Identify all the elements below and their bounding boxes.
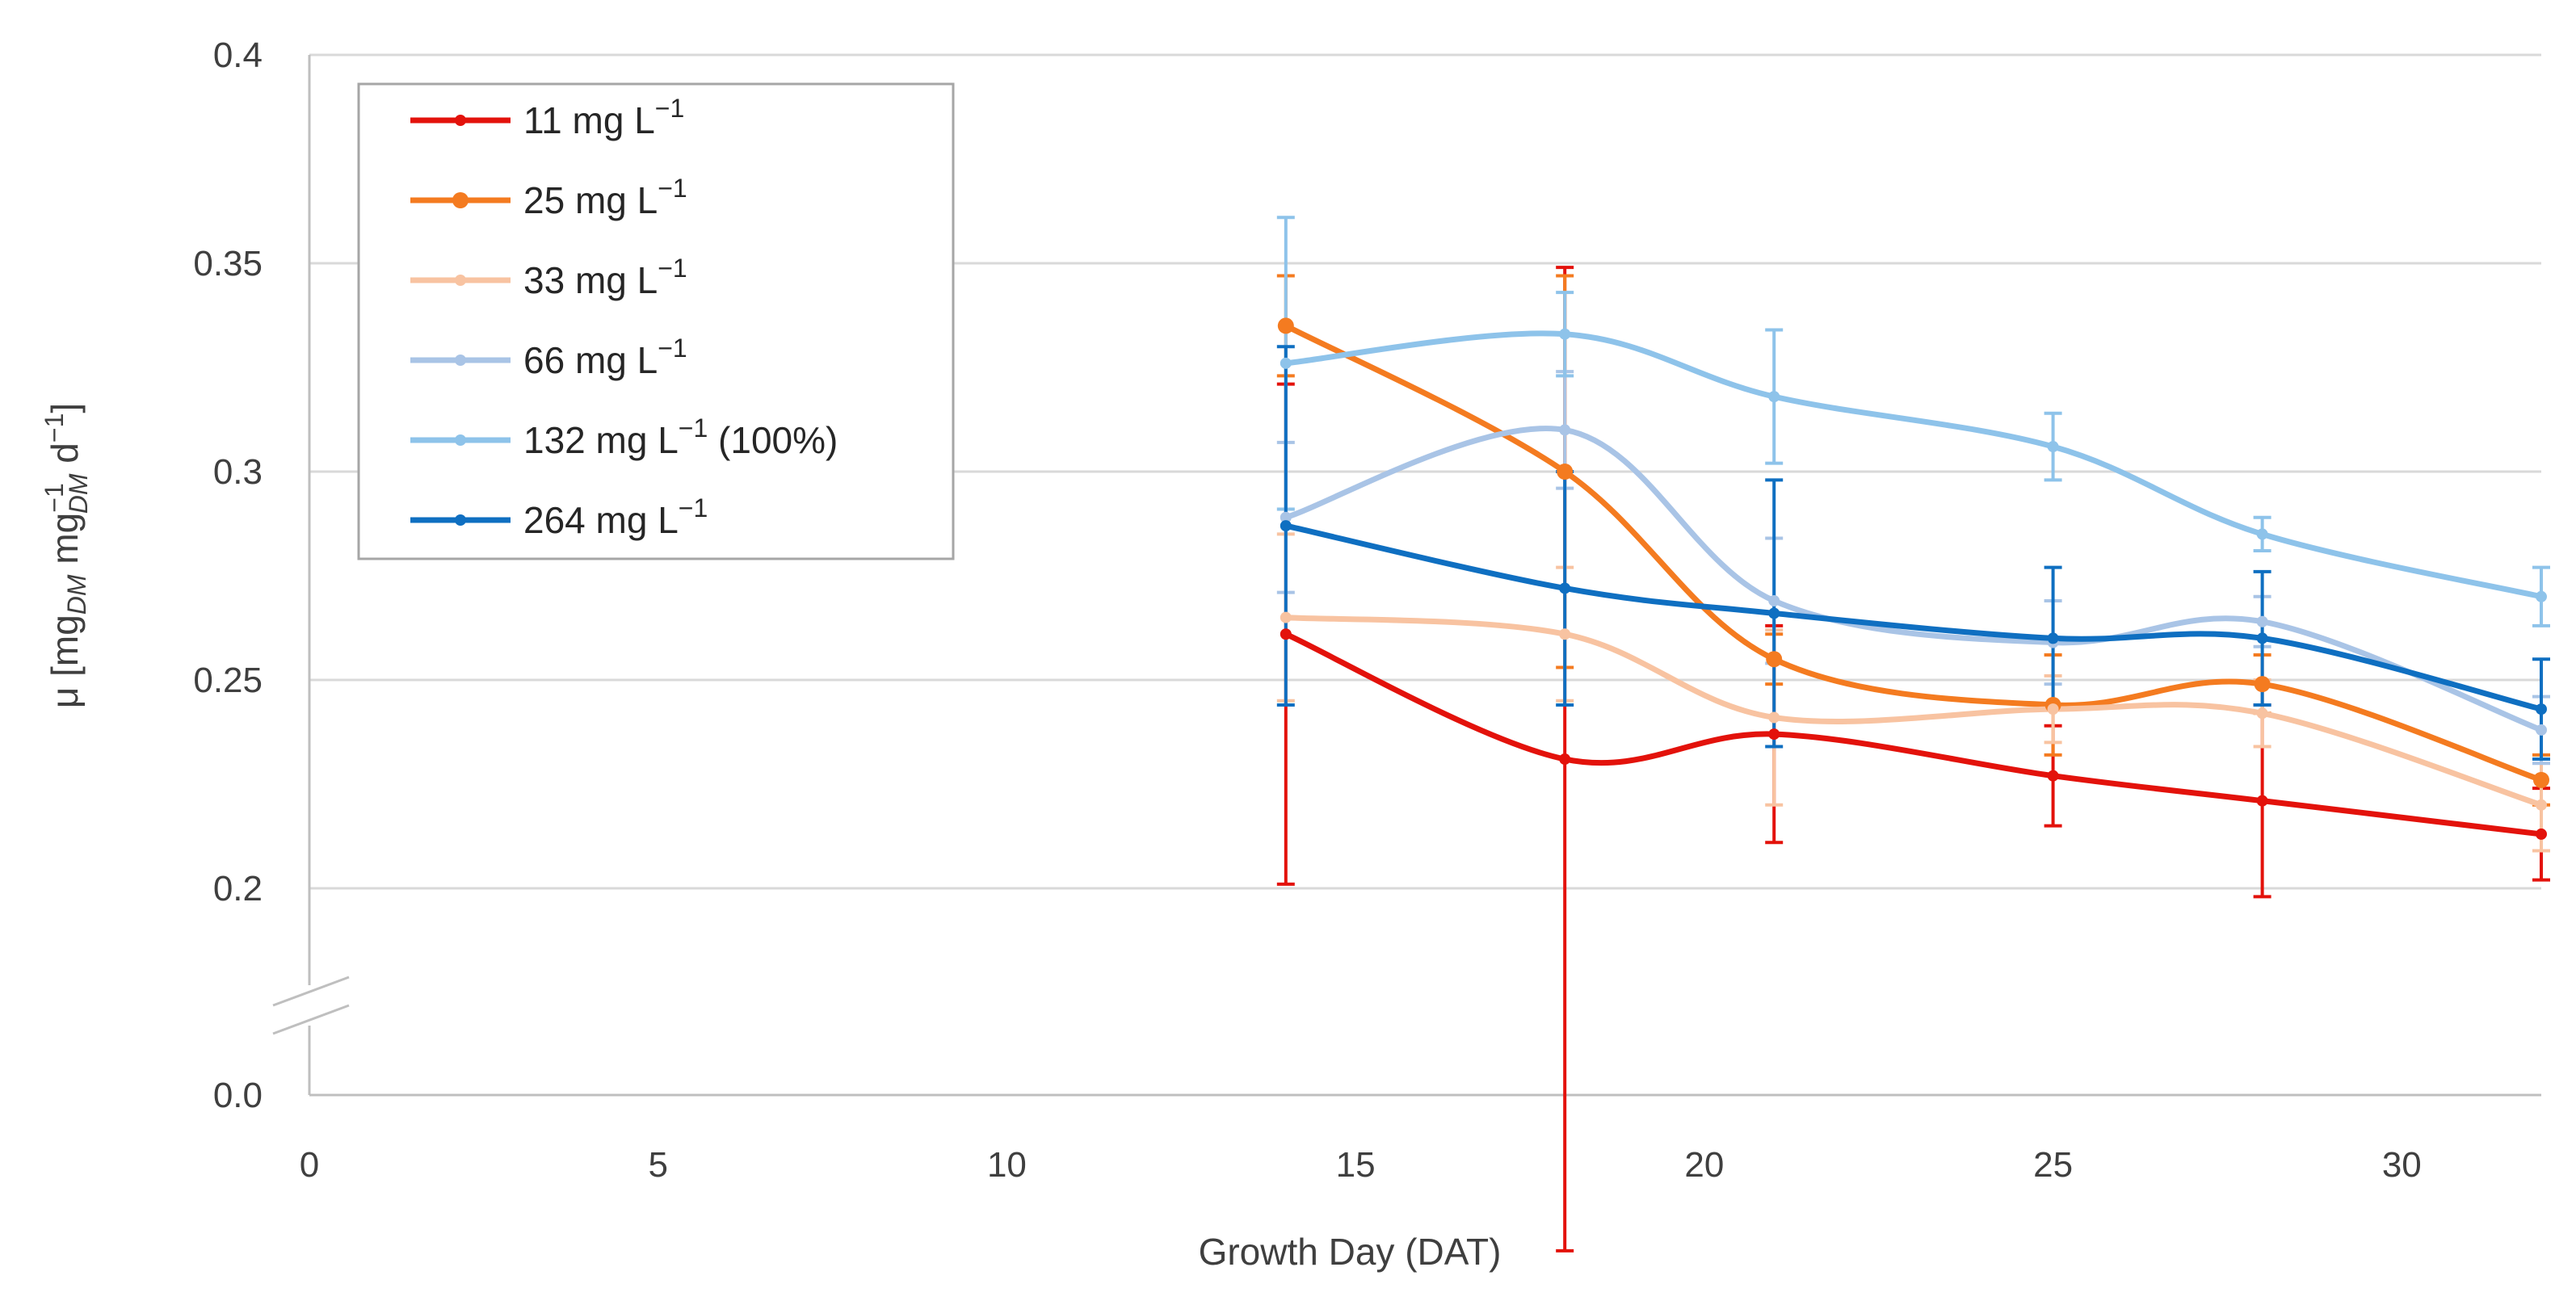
series-line bbox=[1284, 426, 2543, 733]
series-line bbox=[1284, 632, 2542, 837]
data-point bbox=[2536, 724, 2547, 736]
x-tick-labels: 0 5 10 15 20 25 30 bbox=[300, 1145, 2422, 1185]
data-point bbox=[2047, 632, 2059, 644]
x-tick-label: 0 bbox=[300, 1145, 319, 1185]
legend-box bbox=[357, 82, 955, 560]
data-point bbox=[1280, 628, 1292, 640]
data-point bbox=[1559, 328, 1571, 340]
y-tick-label: 0.2 bbox=[213, 869, 263, 908]
series-line bbox=[1285, 615, 2543, 808]
axes bbox=[267, 55, 2541, 1097]
data-point bbox=[1280, 611, 1292, 623]
data-point bbox=[2533, 771, 2549, 788]
y-tick-label: 0.35 bbox=[193, 244, 263, 283]
axis-break-mark bbox=[272, 1004, 350, 1035]
data-point bbox=[1768, 711, 1780, 724]
legend-swatch-marker bbox=[455, 514, 466, 526]
data-point bbox=[1559, 424, 1571, 436]
legend-label-name: 25 mg L bbox=[523, 179, 658, 221]
legend-label: 264 mg L−1 bbox=[523, 493, 708, 541]
y-axis-title-part: −1 bbox=[40, 483, 69, 512]
legend-label-suffix: (100%) bbox=[708, 419, 838, 461]
y-tick-label-zero: 0.0 bbox=[213, 1076, 263, 1115]
y-axis-title-part: μ [mg bbox=[44, 615, 86, 708]
data-point bbox=[2254, 676, 2271, 693]
data-point bbox=[2536, 828, 2547, 840]
series-lines bbox=[1284, 323, 2543, 837]
data-point bbox=[1277, 317, 1294, 334]
data-point bbox=[2047, 441, 2059, 453]
legend-label-superscript: −1 bbox=[658, 174, 687, 203]
legend-swatch-marker bbox=[455, 275, 466, 286]
x-tick-label: 25 bbox=[2033, 1145, 2073, 1185]
data-point bbox=[1768, 607, 1780, 619]
data-point bbox=[2256, 795, 2268, 807]
legend-label: 132 mg L−1 (100%) bbox=[523, 413, 838, 461]
x-tick-label: 20 bbox=[1684, 1145, 1724, 1185]
legend-swatch-marker bbox=[455, 115, 466, 126]
y-axis-title-part: ] bbox=[44, 403, 86, 413]
y-tick-label: 0.4 bbox=[213, 36, 263, 75]
y-axis-title: μ [mgDM mg−1DM d−1] bbox=[40, 403, 93, 708]
data-point bbox=[2256, 615, 2268, 627]
y-tick-label: 0.25 bbox=[193, 661, 263, 700]
data-point bbox=[1768, 391, 1780, 403]
legend-label-superscript: −1 bbox=[658, 254, 687, 283]
data-point bbox=[1557, 464, 1574, 480]
axis-break-mark bbox=[272, 976, 350, 1007]
y-axis-title-part: DM bbox=[64, 473, 93, 514]
y-axis-title-part: −1 bbox=[40, 413, 69, 443]
legend-label-superscript: −1 bbox=[679, 413, 708, 443]
legend-swatch-marker bbox=[455, 434, 466, 446]
data-point bbox=[2256, 632, 2268, 644]
data-point bbox=[2047, 703, 2059, 715]
series-line bbox=[1285, 522, 2542, 712]
series-line bbox=[1285, 330, 2542, 600]
x-axis-title: Growth Day (DAT) bbox=[1199, 1231, 1502, 1273]
x-tick-label: 5 bbox=[648, 1145, 667, 1185]
legend-label-name: 132 mg L bbox=[523, 419, 679, 461]
legend-label: 11 mg L−1 bbox=[523, 94, 684, 141]
data-point bbox=[1768, 728, 1780, 741]
legend-swatch-marker bbox=[455, 355, 466, 366]
data-point bbox=[2047, 770, 2059, 782]
legend-label-name: 33 mg L bbox=[523, 259, 658, 301]
x-tick-label: 10 bbox=[987, 1145, 1027, 1185]
data-point bbox=[1280, 357, 1292, 369]
data-point bbox=[1559, 628, 1571, 640]
data-point bbox=[1280, 520, 1292, 532]
data-point bbox=[1766, 651, 1783, 668]
data-point bbox=[1559, 753, 1571, 766]
legend-swatch-marker bbox=[452, 192, 469, 208]
series-line bbox=[1284, 323, 2543, 783]
y-axis-title-part: DM bbox=[62, 574, 91, 615]
legend-label: 33 mg L−1 bbox=[523, 254, 687, 301]
data-point bbox=[1768, 594, 1780, 606]
data-point bbox=[2256, 707, 2268, 720]
data-point bbox=[2536, 799, 2547, 811]
legend-label-superscript: −1 bbox=[679, 493, 708, 522]
y-tick-labels: 0.2 0.25 0.3 0.35 0.4 0.0 bbox=[193, 36, 263, 1115]
data-point bbox=[2536, 703, 2547, 715]
y-axis-title-part: mg bbox=[44, 513, 86, 575]
legend-label: 66 mg L−1 bbox=[523, 334, 687, 381]
legend-label-superscript: −1 bbox=[655, 94, 684, 123]
data-point bbox=[2256, 528, 2268, 540]
legend-label: 25 mg L−1 bbox=[523, 174, 687, 221]
legend-label-superscript: −1 bbox=[658, 334, 687, 363]
data-point bbox=[2536, 590, 2547, 602]
data-point bbox=[1559, 582, 1571, 594]
legend-label-name: 66 mg L bbox=[523, 339, 658, 381]
y-tick-label: 0.3 bbox=[213, 452, 263, 492]
legend-label-name: 11 mg L bbox=[523, 99, 655, 141]
series-markers bbox=[1277, 317, 2549, 840]
x-tick-label: 15 bbox=[1336, 1145, 1376, 1185]
data-point bbox=[1280, 511, 1292, 523]
legend-label-name: 264 mg L bbox=[523, 499, 679, 541]
legend: 11 mg L−125 mg L−133 mg L−166 mg L−1132 … bbox=[357, 82, 955, 560]
y-axis-title-part: d bbox=[44, 443, 86, 473]
x-tick-label: 30 bbox=[2382, 1145, 2422, 1185]
